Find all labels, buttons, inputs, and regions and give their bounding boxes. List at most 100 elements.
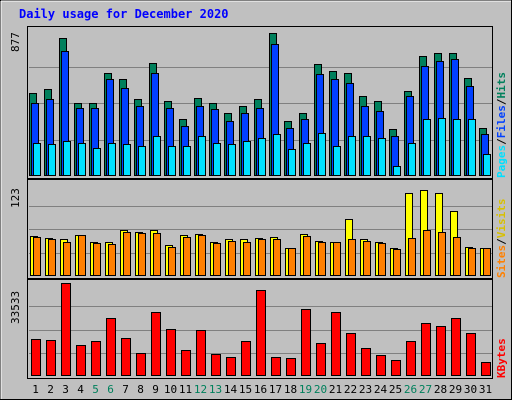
- pages-bar: [168, 146, 176, 176]
- kbytes-bar: [406, 341, 416, 376]
- pages-bar: [453, 119, 461, 176]
- pages-bar: [333, 146, 341, 176]
- sites-bar: [363, 241, 371, 276]
- kbytes-bar: [106, 318, 116, 376]
- sites-bar: [213, 243, 221, 276]
- day-label: 23: [359, 383, 372, 396]
- sites-bar: [48, 239, 56, 276]
- day-label: 9: [152, 383, 159, 396]
- pages-bar: [378, 138, 386, 176]
- pages-bar: [423, 119, 431, 176]
- pages-bar: [213, 143, 221, 176]
- kbytes-bar: [76, 345, 86, 376]
- day-label: 20: [314, 383, 327, 396]
- legend-sep-2: /: [495, 98, 508, 105]
- middle-bars: [30, 190, 491, 276]
- sites-bar: [408, 238, 416, 276]
- pages-bar: [153, 136, 161, 176]
- day-label: 4: [77, 383, 84, 396]
- kbytes-bar: [346, 333, 356, 376]
- pages-bar: [243, 141, 251, 176]
- sites-bar: [33, 237, 41, 276]
- sites-bar: [423, 230, 431, 276]
- kbytes-bar: [376, 355, 386, 376]
- pages-bar: [348, 136, 356, 176]
- kbytes-bar: [181, 350, 191, 376]
- sites-bar: [273, 239, 281, 276]
- sites-bar: [93, 243, 101, 276]
- pages-bar: [393, 166, 401, 176]
- kbytes-bar: [151, 312, 161, 376]
- kbytes-bar: [226, 357, 236, 376]
- pages-bar: [483, 154, 491, 176]
- bottom-max-label: 33533: [9, 291, 22, 324]
- sites-bar: [468, 248, 476, 276]
- legend-sep-1: /: [495, 138, 508, 145]
- kbytes-bar: [211, 354, 221, 376]
- day-label: 10: [164, 383, 177, 396]
- middle-legend: Sites/Visits: [495, 199, 508, 279]
- day-label: 12: [194, 383, 207, 396]
- day-label: 15: [239, 383, 252, 396]
- pages-bar: [468, 119, 476, 176]
- day-label: 11: [179, 383, 192, 396]
- day-label: 24: [374, 383, 388, 396]
- day-label: 13: [209, 383, 222, 396]
- sites-bar: [483, 248, 491, 276]
- sites-bar: [108, 244, 116, 276]
- day-label: 27: [419, 383, 432, 396]
- pages-bar: [63, 141, 71, 176]
- sites-bar: [198, 235, 206, 276]
- kbytes-bar: [241, 341, 251, 376]
- kbytes-bar: [91, 341, 101, 376]
- legend-sites: Sites: [495, 245, 508, 278]
- sites-bar: [438, 232, 446, 276]
- sites-bar: [123, 232, 131, 276]
- day-label: 6: [107, 383, 114, 396]
- sites-bar: [393, 249, 401, 276]
- kbytes-bar: [436, 326, 446, 376]
- legend-hits: Hits: [495, 72, 508, 99]
- pages-bar: [138, 146, 146, 176]
- day-label: 5: [92, 383, 99, 396]
- legend-visits: Visits: [495, 199, 508, 239]
- legend-sep-3: /: [495, 238, 508, 245]
- sites-bar: [168, 247, 176, 276]
- day-label: 29: [449, 383, 462, 396]
- kbytes-bar: [271, 357, 281, 376]
- sites-bar: [228, 241, 236, 276]
- chart-title: Daily usage for December 2020: [19, 7, 229, 21]
- pages-bar: [363, 136, 371, 176]
- kbytes-bar: [481, 362, 491, 376]
- day-label: 1: [32, 383, 39, 396]
- pages-bar: [93, 148, 101, 176]
- pages-bar: [408, 143, 416, 176]
- top-max-label: 877: [9, 32, 22, 52]
- legend-pages: Pages: [495, 145, 508, 178]
- sites-bar: [138, 233, 146, 276]
- pages-bar: [33, 143, 41, 176]
- day-label: 3: [62, 383, 69, 396]
- day-labels: 1 2 3 4 5 6 7 8 9 10 11 12 13 14 15 16 17 18 19 20 21 22 23 24 2…: [32, 383, 492, 396]
- day-label: 19: [299, 383, 312, 396]
- kbytes-bar: [136, 353, 146, 376]
- pages-bar: [183, 146, 191, 176]
- bottom-bars: [31, 283, 491, 376]
- kbytes-bar: [121, 338, 131, 376]
- sites-bar: [333, 242, 341, 276]
- kbytes-bar: [61, 283, 71, 376]
- legend-files: Files: [495, 105, 508, 138]
- pages-bar: [108, 143, 116, 176]
- legend-kbytes: KBytes: [495, 338, 508, 378]
- day-label: 16: [254, 383, 267, 396]
- sites-bar: [318, 242, 326, 276]
- pages-bar: [78, 143, 86, 176]
- sites-bar: [78, 235, 86, 276]
- day-label: 17: [269, 383, 282, 396]
- pages-bar: [288, 149, 296, 176]
- kbytes-bar: [451, 318, 461, 376]
- kbytes-bar: [361, 348, 371, 376]
- kbytes-bar: [196, 330, 206, 376]
- pages-bar: [438, 118, 446, 176]
